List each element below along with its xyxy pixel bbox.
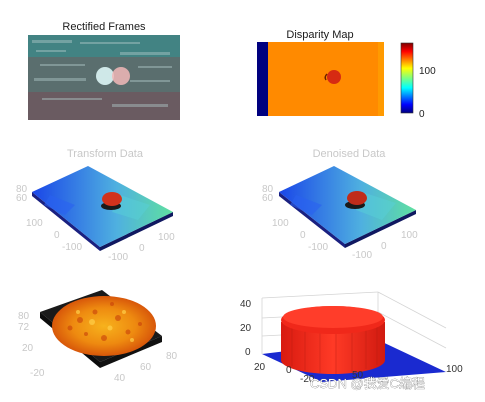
platform-side xyxy=(345,210,416,248)
y-tick-label: 20 xyxy=(254,362,266,373)
axis-ticks: 80 72 20 -20 80 60 40 xyxy=(18,311,178,384)
panel-object-zoom: 80 72 20 -20 80 60 40 xyxy=(18,290,178,384)
object-bump xyxy=(102,192,122,206)
colorbar-tick-label: 100 xyxy=(419,66,436,77)
platform-patch xyxy=(44,195,75,215)
y-tick-label: -20 xyxy=(30,368,45,379)
z-tick-label: 72 xyxy=(18,322,30,333)
platform-side xyxy=(100,212,173,251)
z-tick-label: 40 xyxy=(240,299,252,310)
panel-disparity-map: Disparity Map 100 0 xyxy=(257,29,436,120)
y-tick-label: 0 xyxy=(300,230,306,241)
x-tick-label: 100 xyxy=(401,230,418,241)
blob-highlights xyxy=(76,310,134,342)
disparity-image xyxy=(257,42,384,116)
z-tick-label: 80 xyxy=(16,184,28,195)
x-tick-label: 100 xyxy=(158,232,175,243)
disparity-object-shadow xyxy=(324,73,328,81)
platform-patch xyxy=(112,195,150,220)
y-tick-label: 20 xyxy=(22,343,34,354)
axis-ticks: 80 60 100 0 -100 100 0 -100 xyxy=(262,184,418,261)
x-tick-label: 100 xyxy=(446,364,463,375)
y-tick-label: -20 xyxy=(300,374,315,385)
x-tick-label: -100 xyxy=(108,252,128,263)
cylinder-side xyxy=(281,322,385,374)
x-tick-label: 80 xyxy=(166,351,178,362)
colorbar xyxy=(400,42,414,114)
x-tick-label: 40 xyxy=(114,373,126,384)
chart-title: Rectified Frames xyxy=(62,21,146,33)
z-tick-label: 0 xyxy=(245,347,251,358)
object-bump xyxy=(347,191,367,205)
x-tick-label: -100 xyxy=(352,250,372,261)
z-tick-label: 20 xyxy=(240,323,252,334)
z-tick-label: 60 xyxy=(262,193,274,204)
z-tick-label: 80 xyxy=(262,184,274,195)
chart-title: Denoised Data xyxy=(313,148,387,160)
object-blob xyxy=(52,296,156,356)
y-tick-label: -100 xyxy=(308,242,328,253)
x-tick-label: 0 xyxy=(139,243,145,254)
x-tick-label: 50 xyxy=(352,370,364,381)
axis-ticks: 80 60 100 0 -100 100 0 -100 xyxy=(16,184,175,263)
axis-ticks: 40 20 0 20 0 -20 100 50 xyxy=(240,299,463,385)
watermark: CSDN @我爱C编程 xyxy=(310,376,425,391)
y-tick-label: -100 xyxy=(62,242,82,253)
disparity-edge-left xyxy=(257,42,268,116)
chart-title: Transform Data xyxy=(67,148,144,160)
z-tick-label: 60 xyxy=(16,193,28,204)
rectified-image-texture xyxy=(32,40,172,107)
colorbar-tick-label: 0 xyxy=(419,109,425,120)
x-tick-label: 0 xyxy=(381,241,387,252)
y-tick-label: 0 xyxy=(54,230,60,241)
rectified-image-band xyxy=(28,35,180,57)
ball-left-view xyxy=(96,67,114,85)
dark-box-wall xyxy=(100,336,162,368)
ball-right-view xyxy=(112,67,130,85)
cylinder-top-rim xyxy=(283,306,383,328)
x-tick-label: 60 xyxy=(140,362,152,373)
panel-cylinder-3d: 40 20 0 20 0 -20 100 50 xyxy=(240,291,463,385)
panel-denoised-data: Denoised Data 80 60 100 0 -100 100 0 -10… xyxy=(262,148,418,261)
disparity-edge-right xyxy=(378,42,384,116)
y-tick-label: 100 xyxy=(272,218,289,229)
y-tick-label: 0 xyxy=(286,365,292,376)
blob-texture xyxy=(67,302,142,341)
platform-patch xyxy=(290,195,322,215)
disparity-object xyxy=(327,70,341,84)
chart-title: Disparity Map xyxy=(286,29,353,41)
panel-rectified-frames: Rectified Frames xyxy=(28,21,180,120)
z-tick-label: 80 xyxy=(18,311,30,322)
rectified-image-band xyxy=(28,92,180,120)
panel-transform-data: Transform Data 80 60 100 0 -100 100 0 -1… xyxy=(16,148,175,263)
y-tick-label: 100 xyxy=(26,218,43,229)
